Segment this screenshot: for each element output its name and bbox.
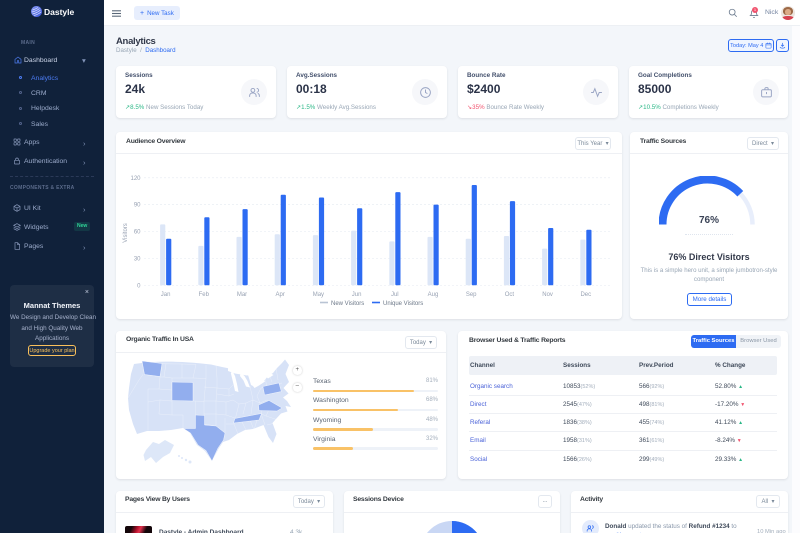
- svg-text:Visitors: Visitors: [123, 223, 129, 243]
- svg-text:Aug: Aug: [428, 292, 439, 298]
- svg-text:120: 120: [130, 176, 141, 182]
- svg-text:0: 0: [137, 283, 141, 289]
- svg-text:Dec: Dec: [580, 292, 591, 298]
- svg-text:Mar: Mar: [237, 292, 247, 298]
- svg-text:Feb: Feb: [199, 292, 210, 298]
- svg-text:60: 60: [134, 230, 141, 236]
- svg-text:Jun: Jun: [352, 292, 362, 298]
- svg-text:May: May: [313, 292, 324, 298]
- svg-text:Jan: Jan: [161, 292, 171, 298]
- svg-text:Unique Visitors: Unique Visitors: [383, 301, 423, 307]
- svg-text:Jul: Jul: [391, 292, 399, 298]
- svg-text:Oct: Oct: [505, 292, 515, 298]
- svg-text:30: 30: [134, 256, 141, 262]
- svg-text:90: 90: [134, 203, 141, 209]
- svg-text:Sep: Sep: [466, 292, 477, 298]
- svg-text:Apr: Apr: [276, 292, 285, 298]
- svg-text:Nov: Nov: [542, 292, 553, 298]
- svg-text:New Visitors: New Visitors: [331, 301, 364, 307]
